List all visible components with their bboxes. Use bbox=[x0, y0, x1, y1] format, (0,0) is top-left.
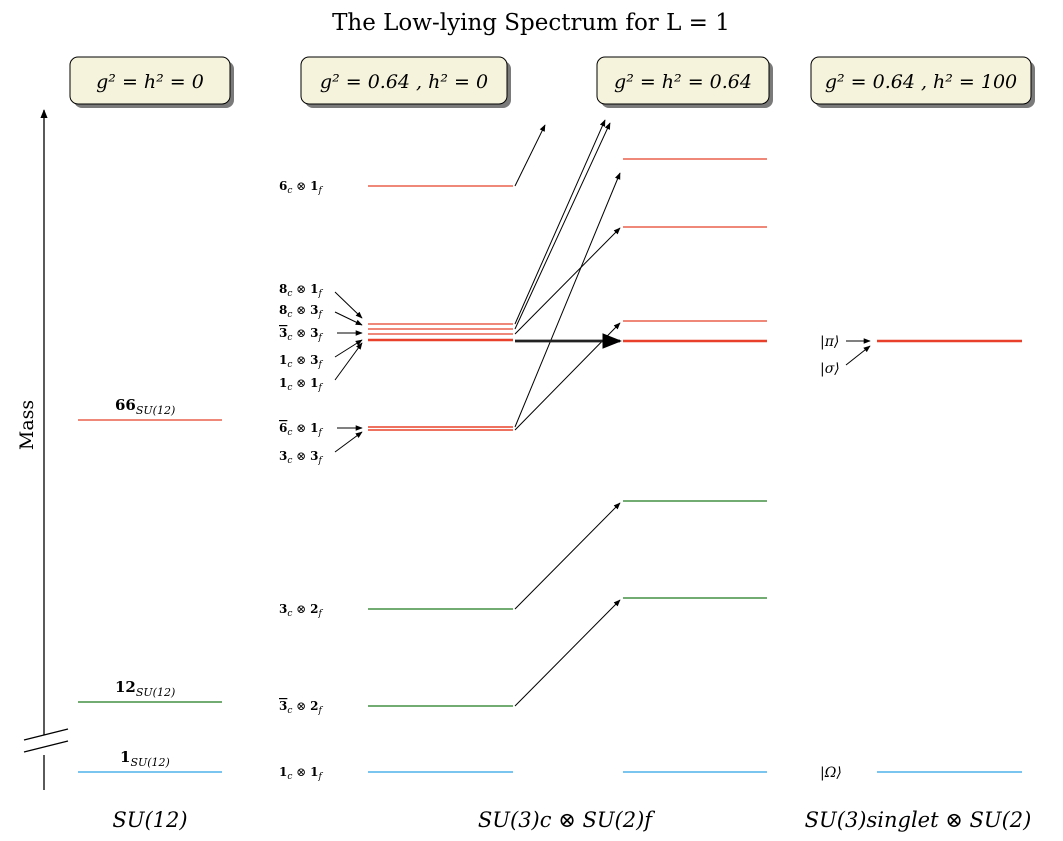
state-label-7: 3c ⊗ 3f bbox=[279, 449, 323, 466]
coupling-box-4-text: g² = 0.64 , h² = 100 bbox=[825, 71, 1017, 93]
su12-levels: 66SU(12) 12SU(12) 1SU(12) bbox=[78, 396, 222, 773]
ket-sigma: |σ⟩ bbox=[820, 361, 840, 377]
diagram-title: The Low-lying Spectrum for L = 1 bbox=[332, 10, 730, 36]
coupling-box-3-text: g² = h² = 0.64 bbox=[614, 71, 752, 93]
state-label-1: 8c ⊗ 1f bbox=[279, 282, 323, 299]
group-label-singlet: SU(3)singlet ⊗ SU(2) bbox=[805, 808, 1032, 832]
state-label-5: 1c ⊗ 1f bbox=[279, 376, 323, 393]
coupling-box-1: g² = h² = 0 bbox=[69, 56, 234, 108]
ket-arrows bbox=[845, 338, 871, 366]
transition-arrows bbox=[514, 119, 621, 707]
su12-label-1: 1SU(12) bbox=[120, 748, 170, 769]
column-4-levels: |π⟩ |σ⟩ |Ω⟩ bbox=[820, 334, 1022, 781]
label-arrows bbox=[334, 291, 363, 453]
su12-label-12: 12SU(12) bbox=[115, 678, 175, 699]
column-3-levels bbox=[623, 158, 767, 773]
coupling-box-3: g² = h² = 0.64 bbox=[596, 56, 773, 108]
ket-pi: |π⟩ bbox=[820, 334, 839, 350]
coupling-box-2-text: g² = 0.64 , h² = 0 bbox=[320, 71, 488, 93]
state-label-2: 8c ⊗ 3f bbox=[279, 303, 323, 320]
ket-omega: |Ω⟩ bbox=[820, 765, 842, 781]
state-label-6: 6c ⊗ 1f bbox=[279, 421, 323, 438]
state-label-10: 1c ⊗ 1f bbox=[279, 765, 323, 782]
axis-break-mark-lower bbox=[23, 740, 69, 753]
su12-label-66: 66SU(12) bbox=[115, 396, 175, 417]
state-label-9: 3c ⊗ 2f bbox=[279, 699, 323, 716]
state-label-8: 3c ⊗ 2f bbox=[279, 602, 323, 619]
group-label-flavor: SU(3)c ⊗ SU(2)f bbox=[478, 808, 655, 832]
column-2-levels bbox=[368, 185, 513, 773]
mass-axis: Mass bbox=[16, 109, 69, 790]
axis-break-mark-upper bbox=[23, 728, 69, 741]
coupling-box-1-text: g² = h² = 0 bbox=[96, 71, 204, 93]
state-labels: 6c ⊗ 1f 8c ⊗ 1f 8c ⊗ 3f 3c ⊗ 3f 1c ⊗ 3f 1c ⊗ … bbox=[279, 179, 323, 782]
state-label-4: 1c ⊗ 3f bbox=[279, 353, 323, 370]
state-label-3: 3c ⊗ 3f bbox=[279, 326, 323, 343]
coupling-box-2: g² = 0.64 , h² = 0 bbox=[300, 56, 511, 108]
coupling-box-4: g² = 0.64 , h² = 100 bbox=[810, 56, 1035, 108]
state-label-0: 6c ⊗ 1f bbox=[279, 179, 323, 196]
group-label-su12: SU(12) bbox=[112, 808, 187, 832]
mass-axis-label: Mass bbox=[16, 400, 38, 450]
